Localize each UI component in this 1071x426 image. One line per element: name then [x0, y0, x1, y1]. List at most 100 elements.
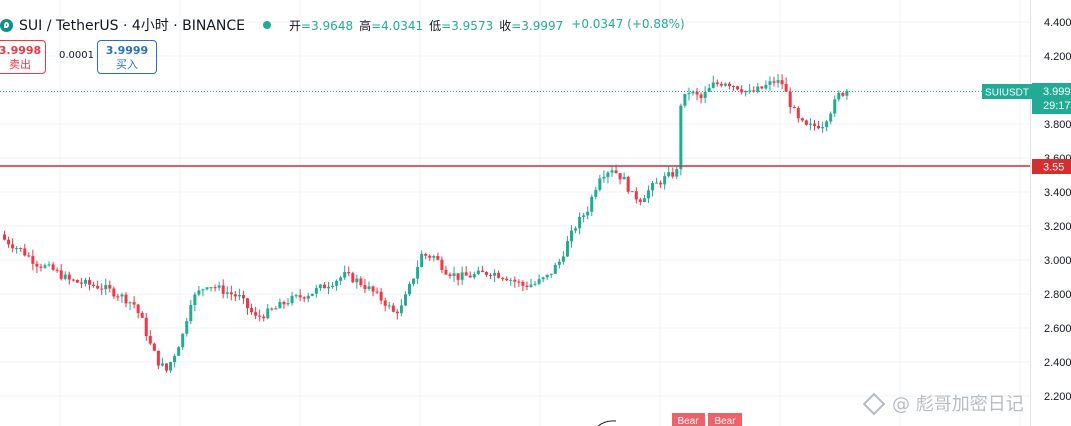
- candle[interactable]: [808, 118, 812, 131]
- candle[interactable]: [683, 93, 687, 108]
- candle[interactable]: [63, 271, 67, 281]
- candle[interactable]: [35, 260, 39, 274]
- candle[interactable]: [707, 83, 711, 93]
- candle[interactable]: [128, 301, 132, 311]
- candle[interactable]: [84, 277, 87, 287]
- candle[interactable]: [399, 299, 403, 317]
- candle[interactable]: [711, 75, 715, 89]
- candle[interactable]: [185, 317, 189, 337]
- candle[interactable]: [687, 87, 691, 101]
- candle[interactable]: [274, 306, 278, 310]
- candle[interactable]: [570, 225, 573, 248]
- candle[interactable]: [169, 361, 173, 373]
- candle[interactable]: [525, 281, 529, 290]
- candle[interactable]: [322, 281, 326, 289]
- candle[interactable]: [408, 281, 411, 296]
- candle[interactable]: [67, 271, 71, 285]
- candle[interactable]: [837, 90, 841, 102]
- candle[interactable]: [246, 297, 249, 315]
- candle[interactable]: [197, 286, 201, 297]
- candle[interactable]: [606, 170, 610, 184]
- candle[interactable]: [363, 278, 367, 294]
- candle[interactable]: [634, 187, 638, 204]
- candle[interactable]: [736, 85, 740, 91]
- candle[interactable]: [549, 273, 553, 278]
- candle[interactable]: [387, 301, 391, 310]
- candle[interactable]: [776, 74, 780, 88]
- candle[interactable]: [582, 212, 586, 223]
- candle[interactable]: [788, 87, 792, 114]
- candle[interactable]: [343, 265, 347, 281]
- buy-button[interactable]: 3.9999 买入: [97, 40, 157, 74]
- candle[interactable]: [695, 87, 699, 101]
- candle[interactable]: [610, 165, 614, 177]
- candle[interactable]: [691, 90, 695, 96]
- candle[interactable]: [395, 309, 399, 320]
- candle[interactable]: [792, 105, 796, 109]
- symbol-title[interactable]: SUI / TetherUS · 4小时 · BINANCE: [19, 18, 246, 34]
- candle[interactable]: [468, 271, 472, 278]
- candle[interactable]: [225, 286, 229, 299]
- candle[interactable]: [347, 266, 351, 277]
- candle[interactable]: [715, 79, 719, 87]
- candle[interactable]: [638, 197, 642, 206]
- candle[interactable]: [379, 287, 383, 305]
- candle[interactable]: [679, 103, 683, 176]
- candle[interactable]: [533, 280, 537, 287]
- candle[interactable]: [140, 311, 144, 318]
- candle[interactable]: [290, 291, 294, 306]
- candle[interactable]: [221, 279, 225, 299]
- candle[interactable]: [27, 252, 31, 258]
- candle[interactable]: [355, 274, 359, 289]
- candle[interactable]: [124, 292, 128, 308]
- candle[interactable]: [391, 302, 395, 313]
- candle[interactable]: [780, 74, 784, 90]
- candle[interactable]: [663, 172, 667, 190]
- candle[interactable]: [23, 243, 27, 257]
- sell-button[interactable]: 3.9998 卖出: [0, 40, 46, 74]
- candle[interactable]: [424, 252, 428, 260]
- candle[interactable]: [428, 254, 432, 262]
- candle[interactable]: [144, 313, 148, 341]
- candle[interactable]: [359, 276, 363, 288]
- candle[interactable]: [829, 111, 833, 125]
- candle[interactable]: [201, 288, 205, 297]
- candle[interactable]: [646, 185, 650, 204]
- candle[interactable]: [282, 300, 286, 309]
- candle[interactable]: [59, 264, 63, 281]
- candle[interactable]: [464, 266, 468, 276]
- candle[interactable]: [412, 278, 416, 287]
- candle[interactable]: [47, 261, 51, 267]
- candle[interactable]: [88, 276, 92, 291]
- candle[interactable]: [351, 271, 355, 284]
- candle[interactable]: [318, 283, 322, 291]
- candle[interactable]: [541, 276, 545, 283]
- candle[interactable]: [655, 177, 659, 184]
- candle[interactable]: [456, 273, 460, 286]
- candle[interactable]: [772, 76, 776, 87]
- market-status-dot-icon[interactable]: [263, 21, 272, 29]
- candle[interactable]: [116, 293, 120, 302]
- candle[interactable]: [529, 278, 533, 288]
- candle[interactable]: [667, 166, 671, 178]
- candle[interactable]: [732, 85, 735, 91]
- candle[interactable]: [371, 285, 375, 297]
- candle[interactable]: [278, 298, 282, 309]
- candle[interactable]: [472, 271, 476, 280]
- candle[interactable]: [51, 262, 55, 271]
- candle[interactable]: [748, 84, 752, 94]
- candle[interactable]: [79, 277, 83, 289]
- candle[interactable]: [578, 212, 582, 235]
- candle[interactable]: [241, 290, 245, 304]
- candle[interactable]: [43, 263, 47, 269]
- candle[interactable]: [752, 86, 756, 93]
- candle[interactable]: [553, 262, 557, 274]
- candle[interactable]: [262, 314, 266, 322]
- candle[interactable]: [444, 265, 448, 276]
- candle[interactable]: [622, 172, 626, 180]
- candle[interactable]: [217, 281, 221, 291]
- candle[interactable]: [339, 275, 343, 286]
- candle[interactable]: [723, 82, 727, 87]
- candle[interactable]: [310, 293, 314, 297]
- candle[interactable]: [173, 353, 177, 368]
